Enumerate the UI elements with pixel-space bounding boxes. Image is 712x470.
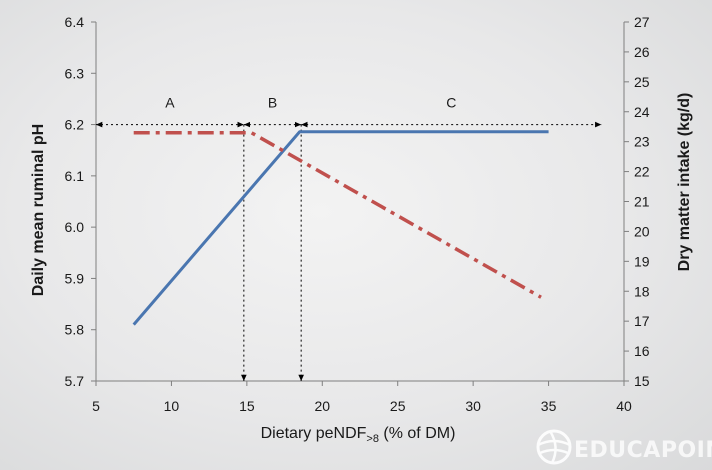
y-left-tick-label: 6.0 [65, 219, 85, 235]
region-label-a: A [165, 95, 175, 111]
y-left-tick-label: 5.7 [65, 373, 85, 389]
dmi-series-line [133, 130, 542, 299]
y-right-tick-label: 24 [634, 104, 650, 120]
y-right-tick-label: 15 [634, 373, 650, 389]
x-axis-title-suffix: (% of DM) [379, 425, 455, 442]
y-right-tick-label: 21 [634, 194, 650, 210]
globe-icon [536, 429, 572, 465]
y-right-tick-label: 23 [634, 134, 650, 150]
y-right-tick-label: 18 [634, 283, 650, 299]
y-left-tick-label: 6.1 [65, 168, 85, 184]
y-left-tick-label: 6.4 [65, 14, 85, 30]
x-tick-label: 5 [92, 398, 100, 414]
y-right-tick-label: 27 [634, 14, 650, 30]
ph-series-line [132, 130, 549, 326]
y-right-tick-label: 19 [634, 253, 650, 269]
y-right-tick-label: 16 [634, 343, 650, 359]
y-left-tick-label: 5.9 [65, 270, 85, 286]
y-right-tick-label: 22 [634, 164, 650, 180]
x-tick-label: 20 [314, 398, 330, 414]
watermark-text: EDUCAPOIN [574, 438, 712, 463]
watermark-logo: EDUCAPOIN [536, 429, 712, 465]
y-right-axis-title: Dry matter intake (kg/d) [676, 93, 693, 272]
region-label-c: C [446, 95, 456, 111]
y-right-tick-label: 26 [634, 44, 650, 60]
x-tick-label: 15 [239, 398, 255, 414]
y-left-tick-label: 6.2 [65, 117, 85, 133]
y-left-tick-label: 6.3 [65, 65, 85, 81]
x-tick-label: 40 [616, 398, 632, 414]
y-right-tick-label: 20 [634, 223, 650, 239]
x-tick-label: 25 [390, 398, 406, 414]
region-label-b: B [268, 95, 277, 111]
y-right-tick-label: 25 [634, 74, 650, 90]
y-right-tick-label: 17 [634, 313, 650, 329]
x-axis-title-subscript: >8 [366, 433, 379, 445]
x-axis-title-main: Dietary peNDF [261, 425, 367, 442]
x-tick-label: 10 [164, 398, 180, 414]
x-tick-label: 30 [465, 398, 481, 414]
x-tick-label: 35 [541, 398, 557, 414]
y-left-tick-label: 5.8 [65, 322, 85, 338]
x-axis-title: Dietary peNDF>8 (% of DM) [261, 425, 456, 445]
y-left-axis-title: Daily mean ruminal pH [30, 124, 47, 297]
